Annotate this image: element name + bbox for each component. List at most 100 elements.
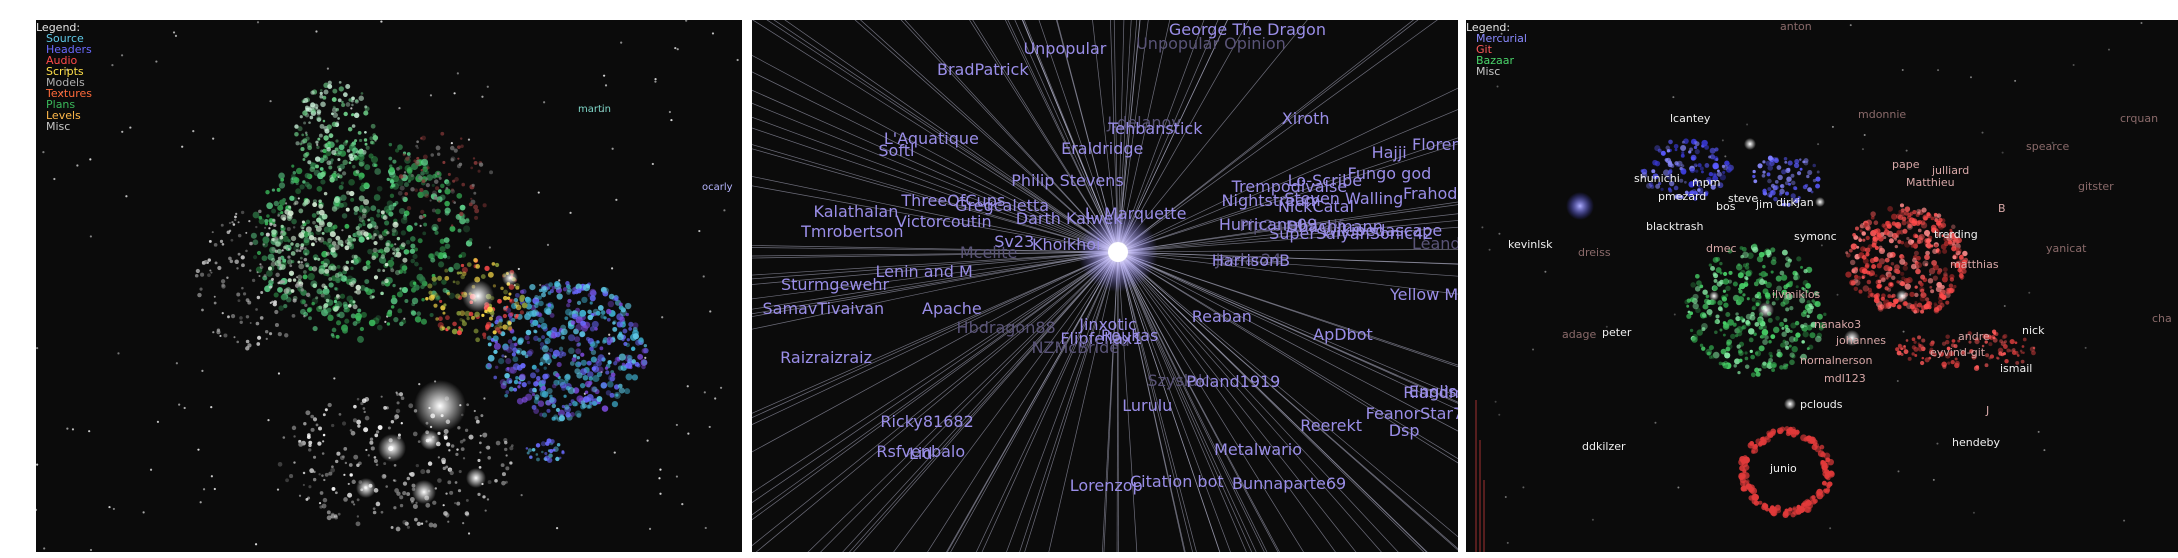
star-dot	[395, 391, 398, 394]
file-node	[432, 190, 437, 196]
file-node	[357, 424, 361, 428]
file-node	[308, 316, 312, 321]
file-node	[335, 235, 341, 241]
file-node	[245, 231, 248, 234]
star-dot	[543, 101, 546, 104]
file-node	[303, 257, 308, 262]
file-node	[292, 226, 296, 229]
file-node	[322, 240, 327, 245]
file-node	[358, 217, 364, 223]
file-node	[544, 455, 550, 461]
file-node	[402, 151, 407, 155]
file-node	[310, 110, 317, 116]
file-node	[239, 316, 243, 320]
file-node	[1998, 351, 2003, 356]
file-node	[1941, 234, 1945, 238]
file-node	[351, 254, 356, 259]
file-node	[380, 281, 386, 286]
file-node	[343, 308, 348, 313]
file-node	[260, 291, 264, 294]
file-node	[600, 382, 608, 389]
file-node	[1794, 198, 1800, 204]
file-node	[343, 497, 348, 502]
file-node	[482, 495, 486, 499]
file-node	[609, 392, 615, 398]
file-node	[606, 336, 614, 344]
file-node	[579, 331, 586, 338]
git-ring-node	[1811, 444, 1818, 451]
file-node	[331, 172, 337, 179]
file-node	[310, 427, 315, 432]
edit-ray	[893, 251, 1119, 552]
file-node	[444, 210, 450, 216]
git-ring-node	[1817, 450, 1825, 457]
star-dot	[43, 547, 46, 550]
file-node	[1911, 352, 1915, 356]
git-ring-node	[1816, 492, 1824, 500]
git-ring-node	[1872, 236, 1879, 242]
file-node	[280, 230, 284, 234]
file-node	[1712, 257, 1719, 263]
star-dot	[558, 279, 561, 282]
star-dot	[601, 109, 604, 113]
edit-ray	[1117, 143, 1458, 253]
file-node	[474, 416, 479, 420]
file-node	[1992, 336, 1996, 340]
git-ring-node	[1752, 444, 1758, 450]
file-node	[392, 159, 397, 164]
file-node	[1690, 282, 1696, 288]
file-node	[1965, 335, 1969, 339]
file-node	[626, 338, 630, 342]
star-dot	[602, 74, 606, 77]
star-dot	[178, 403, 181, 406]
file-node	[1806, 324, 1813, 331]
file-node	[319, 491, 324, 495]
file-node	[286, 227, 291, 232]
edit-ray	[752, 144, 1119, 253]
file-node	[419, 276, 426, 282]
file-node	[1865, 225, 1871, 232]
file-node	[1721, 296, 1728, 302]
file-node	[1921, 338, 1926, 343]
file-node	[332, 224, 338, 230]
file-node	[1714, 319, 1720, 325]
file-node	[1907, 224, 1912, 229]
star-dot	[484, 509, 487, 512]
file-node	[517, 339, 523, 345]
file-node	[353, 112, 360, 119]
file-node	[358, 160, 365, 167]
file-node	[452, 280, 456, 284]
file-node	[1758, 345, 1765, 352]
star-dot	[1937, 69, 1940, 72]
file-node	[409, 248, 416, 254]
file-node	[558, 353, 563, 359]
file-node	[1806, 174, 1810, 179]
file-node	[364, 142, 368, 146]
file-node	[1727, 248, 1733, 254]
edit-ray	[1117, 20, 1250, 253]
file-node	[1717, 306, 1723, 312]
file-node	[394, 269, 401, 276]
file-node	[214, 261, 218, 265]
file-node	[525, 297, 532, 304]
file-node	[337, 239, 344, 246]
file-node	[452, 179, 456, 183]
file-node	[1719, 261, 1723, 266]
star-dot	[2037, 430, 2040, 433]
file-node	[318, 199, 322, 203]
star-dot	[1654, 421, 1657, 424]
file-node	[589, 346, 594, 352]
file-node	[400, 422, 403, 425]
file-node	[1738, 289, 1743, 294]
developer-name: matthias	[1950, 258, 1999, 271]
star-dot	[1849, 24, 1852, 27]
file-node	[336, 152, 341, 157]
file-node	[355, 226, 360, 231]
file-node	[249, 322, 252, 324]
file-node	[444, 268, 449, 273]
file-node	[429, 199, 432, 202]
star-dot	[1861, 148, 1864, 151]
file-node	[287, 210, 294, 217]
file-node	[1761, 329, 1769, 336]
file-node	[474, 208, 480, 214]
